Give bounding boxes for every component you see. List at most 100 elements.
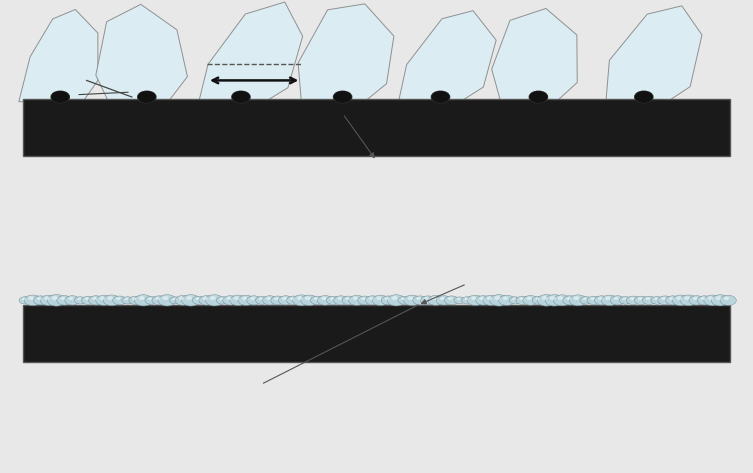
Ellipse shape	[666, 296, 680, 305]
Ellipse shape	[81, 296, 95, 305]
Ellipse shape	[85, 298, 89, 300]
Ellipse shape	[471, 297, 477, 300]
Ellipse shape	[33, 296, 48, 305]
Ellipse shape	[454, 297, 465, 304]
Ellipse shape	[250, 297, 255, 300]
Ellipse shape	[404, 295, 420, 306]
Ellipse shape	[476, 296, 491, 305]
Ellipse shape	[242, 297, 247, 300]
Ellipse shape	[489, 295, 508, 306]
Ellipse shape	[436, 296, 451, 305]
Ellipse shape	[532, 297, 545, 304]
Ellipse shape	[287, 296, 300, 305]
Ellipse shape	[129, 296, 142, 305]
Ellipse shape	[169, 297, 181, 304]
Ellipse shape	[234, 297, 239, 300]
Ellipse shape	[22, 298, 26, 300]
Ellipse shape	[274, 297, 279, 300]
Ellipse shape	[580, 297, 592, 304]
Ellipse shape	[697, 296, 712, 305]
Ellipse shape	[262, 296, 277, 305]
Ellipse shape	[566, 297, 571, 300]
Ellipse shape	[96, 295, 112, 306]
Circle shape	[51, 91, 69, 103]
Ellipse shape	[78, 298, 81, 300]
Ellipse shape	[24, 295, 41, 306]
Ellipse shape	[352, 297, 358, 300]
Circle shape	[334, 92, 351, 102]
Ellipse shape	[152, 296, 166, 305]
Ellipse shape	[37, 297, 41, 300]
Polygon shape	[399, 11, 496, 103]
Ellipse shape	[623, 298, 626, 300]
Ellipse shape	[361, 297, 365, 300]
Ellipse shape	[440, 297, 444, 300]
Ellipse shape	[605, 297, 611, 300]
Ellipse shape	[583, 298, 587, 300]
Ellipse shape	[408, 297, 413, 300]
Ellipse shape	[334, 296, 348, 305]
Ellipse shape	[255, 297, 268, 304]
Ellipse shape	[558, 296, 563, 300]
Ellipse shape	[651, 297, 663, 304]
Polygon shape	[19, 9, 98, 102]
Ellipse shape	[314, 297, 318, 300]
Ellipse shape	[689, 296, 704, 305]
Ellipse shape	[642, 296, 656, 305]
Ellipse shape	[318, 296, 333, 305]
Circle shape	[233, 92, 249, 102]
Ellipse shape	[196, 298, 200, 300]
Ellipse shape	[203, 297, 208, 300]
Ellipse shape	[614, 297, 618, 300]
Ellipse shape	[282, 297, 287, 300]
Ellipse shape	[297, 296, 303, 300]
Ellipse shape	[716, 296, 721, 300]
Ellipse shape	[330, 297, 334, 300]
Polygon shape	[606, 6, 702, 103]
Bar	[23, 99, 730, 156]
Ellipse shape	[387, 295, 405, 306]
Ellipse shape	[19, 297, 31, 304]
Ellipse shape	[100, 297, 105, 300]
Ellipse shape	[175, 296, 191, 305]
Ellipse shape	[590, 297, 595, 300]
Circle shape	[529, 91, 547, 103]
Ellipse shape	[179, 297, 184, 300]
Ellipse shape	[163, 296, 168, 300]
Ellipse shape	[103, 295, 120, 306]
Polygon shape	[298, 4, 394, 103]
Ellipse shape	[69, 297, 73, 300]
Ellipse shape	[704, 295, 721, 306]
Ellipse shape	[701, 297, 706, 300]
Ellipse shape	[562, 296, 578, 305]
Ellipse shape	[672, 295, 689, 306]
Polygon shape	[200, 2, 303, 103]
Circle shape	[432, 92, 449, 102]
Ellipse shape	[630, 297, 634, 300]
Circle shape	[138, 91, 156, 103]
Ellipse shape	[116, 297, 120, 300]
Polygon shape	[96, 4, 187, 105]
Ellipse shape	[122, 297, 133, 304]
Ellipse shape	[398, 297, 410, 304]
Ellipse shape	[550, 296, 556, 300]
Ellipse shape	[520, 297, 523, 300]
Circle shape	[232, 91, 250, 103]
Ellipse shape	[553, 295, 571, 306]
Ellipse shape	[139, 296, 145, 300]
Ellipse shape	[310, 296, 324, 305]
Ellipse shape	[712, 295, 729, 306]
Ellipse shape	[346, 297, 349, 300]
Ellipse shape	[365, 296, 380, 305]
Ellipse shape	[56, 296, 72, 305]
Ellipse shape	[495, 296, 500, 300]
Ellipse shape	[158, 295, 176, 306]
Ellipse shape	[448, 297, 453, 300]
Ellipse shape	[247, 296, 261, 305]
Ellipse shape	[60, 297, 66, 300]
Ellipse shape	[676, 297, 681, 300]
Ellipse shape	[516, 296, 529, 305]
Ellipse shape	[349, 295, 364, 306]
Ellipse shape	[93, 297, 97, 300]
Ellipse shape	[545, 295, 563, 306]
